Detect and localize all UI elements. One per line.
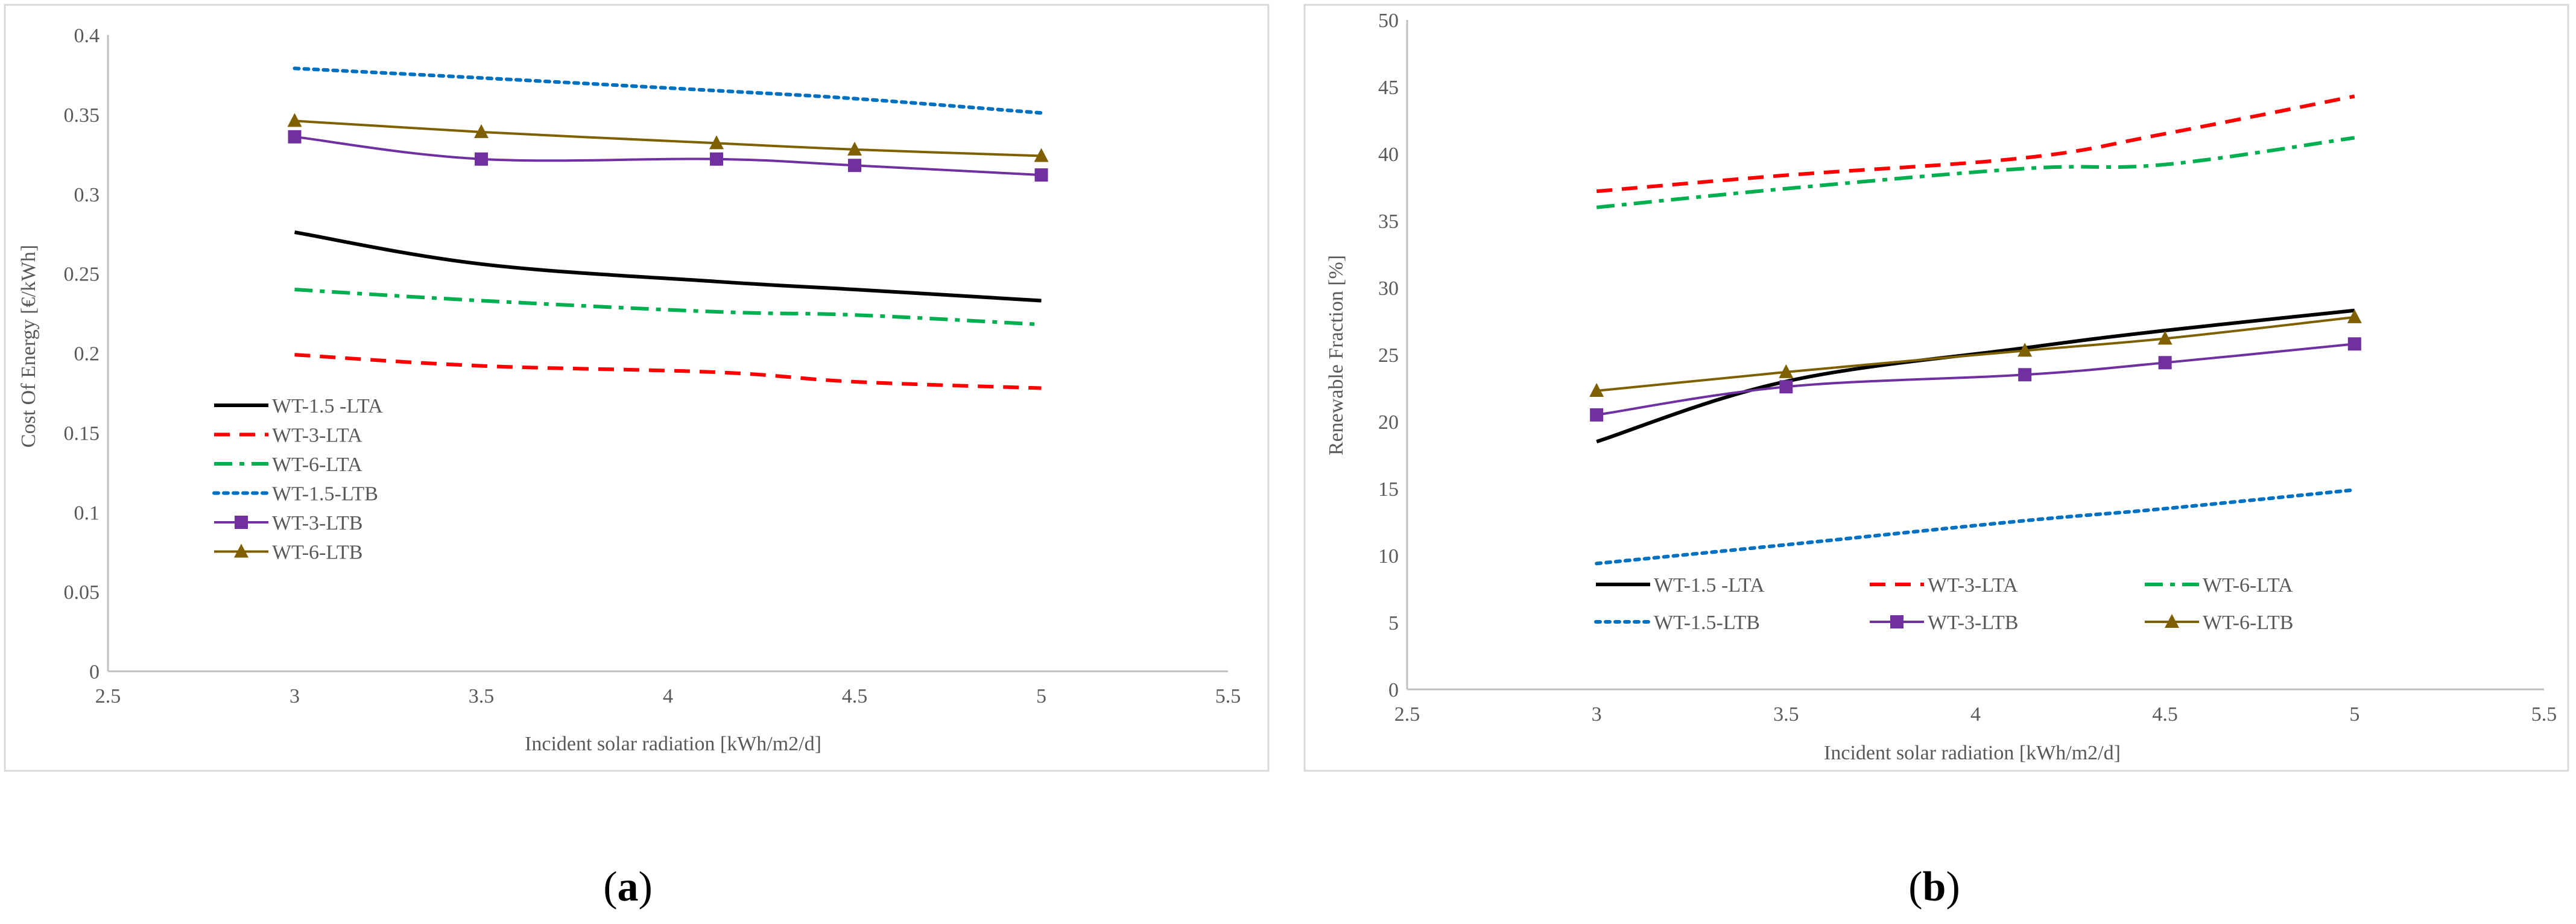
chart-a-point-wt-3-ltb bbox=[848, 159, 861, 172]
chart-b-legend-label-wt-1-5-lta: WT-1.5 -LTA bbox=[1654, 574, 1765, 596]
panel-label-a: (a) bbox=[603, 864, 653, 910]
chart-a-legend-marker-wt-3-ltb bbox=[235, 516, 248, 529]
chart-b-y-tick-label: 20 bbox=[1378, 411, 1399, 434]
chart-b-point-wt-3-ltb bbox=[2018, 368, 2032, 382]
chart-a-x-tick-label: 2.5 bbox=[95, 685, 121, 707]
chart-b-legend-marker-wt-3-ltb bbox=[1890, 615, 1904, 628]
chart-a-y-tick-label: 0.25 bbox=[64, 264, 100, 286]
chart-a-plot: 2.5 3 3.5 4 4.5 5 5.5 0 0.05 0.1 0.15 0.2 0.25 0.3 0.3… bbox=[64, 25, 1241, 707]
chart-a-point-wt-3-ltb bbox=[288, 130, 302, 144]
chart-b-x-tick-label: 4 bbox=[1970, 703, 1981, 726]
chart-b-point-wt-6-ltb bbox=[2017, 343, 2033, 357]
chart-a-series-wt-1-5-lta bbox=[294, 230, 1042, 303]
chart-b-series-wt-6-lta bbox=[1596, 136, 2355, 209]
chart-a-point-wt-6-ltb bbox=[709, 135, 724, 150]
chart-a-x-tick-label: 4.5 bbox=[842, 685, 868, 707]
chart-a-y-tick-label: 0 bbox=[89, 661, 100, 683]
chart-a-legend-label-wt-3-lta: WT-3-LTA bbox=[272, 425, 362, 447]
chart-a-y-tick-label: 0.4 bbox=[74, 25, 100, 47]
chart-a-point-wt-6-ltb bbox=[287, 113, 302, 127]
chart-b-series-wt-1-5-lta bbox=[1596, 308, 2355, 444]
chart-b-legend-label-wt-6-lta: WT-6-LTA bbox=[2203, 574, 2293, 596]
chart-b-y-tick-label: 45 bbox=[1378, 77, 1399, 99]
chart-panel-b: 2.5 3 3.5 4 4.5 5 5.5 0 5 10 15 20 25 30 35 40 45 50 Inci… bbox=[1303, 4, 2569, 772]
chart-a-y-tick-label: 0.15 bbox=[64, 422, 100, 445]
chart-a-y-tick-label: 0.35 bbox=[64, 104, 100, 127]
chart-a-y-tick-label: 0.1 bbox=[74, 502, 100, 524]
chart-a-legend-label-wt-3-ltb: WT-3-LTB bbox=[272, 512, 362, 534]
chart-b-x-tick-label: 4.5 bbox=[2152, 703, 2178, 726]
chart-b-series-wt-3-ltb bbox=[1596, 343, 2355, 416]
chart-b-x-tick-label: 3.5 bbox=[1773, 703, 1799, 726]
chart-b-border bbox=[1303, 4, 2569, 772]
chart-a-point-wt-3-ltb bbox=[1034, 168, 1048, 182]
chart-a-legend-label-wt-1-5-ltb: WT-1.5-LTB bbox=[272, 483, 378, 505]
chart-a-x-tick-label: 4 bbox=[663, 685, 673, 707]
chart-b-point-wt-3-ltb bbox=[1779, 380, 1793, 394]
chart-panel-a: 2.5 3 3.5 4 4.5 5 5.5 0 0.05 0.1 0.15 0.2 0.25 0.3 0.3… bbox=[4, 4, 1270, 772]
chart-a-x-tick-label: 5.5 bbox=[1215, 685, 1241, 707]
chart-b-point-wt-3-ltb bbox=[2347, 337, 2361, 351]
chart-b-y-tick-label: 0 bbox=[1388, 679, 1399, 701]
chart-b-y-tick-label: 35 bbox=[1378, 210, 1399, 233]
chart-b-x-tick-label: 5.5 bbox=[2531, 703, 2557, 726]
chart-a-legend-marker-wt-6-ltb bbox=[234, 543, 248, 558]
chart-a-series-wt-1-5-ltb bbox=[293, 66, 1043, 115]
chart-b-point-wt-3-ltb bbox=[2158, 356, 2172, 370]
chart-a-x-tick-label: 3 bbox=[290, 685, 300, 707]
chart-b-legend-label-wt-6-ltb: WT-6-LTB bbox=[2203, 612, 2293, 634]
chart-a-point-wt-6-ltb bbox=[1034, 148, 1049, 162]
chart-b-legend-label-wt-1-5-ltb: WT-1.5-LTB bbox=[1654, 612, 1760, 634]
chart-a-ylabel: Cost Of Energy [€/kWh] bbox=[17, 245, 40, 448]
chart-a-y-tick-label: 0.3 bbox=[74, 184, 100, 206]
chart-b-legend-label-wt-3-ltb: WT-3-LTB bbox=[1928, 612, 2018, 634]
chart-b-plot: 2.5 3 3.5 4 4.5 5 5.5 0 5 10 15 20 25 30 35 40 45 50 bbox=[1378, 10, 2557, 726]
chart-b-x-tick-label: 5 bbox=[2349, 703, 2359, 726]
chart-a-point-wt-3-ltb bbox=[709, 152, 723, 166]
chart-b-series-wt-6-ltb bbox=[1596, 315, 2355, 392]
chart-b-x-tick-label: 3 bbox=[1592, 703, 1602, 726]
chart-b-legend-label-wt-3-lta: WT-3-LTA bbox=[1928, 574, 2018, 596]
chart-b-y-tick-label: 40 bbox=[1378, 144, 1399, 166]
chart-a-series-wt-3-lta bbox=[294, 353, 1042, 390]
chart-a-series-wt-6-lta bbox=[294, 288, 1042, 327]
chart-b-point-wt-6-ltb bbox=[2157, 331, 2173, 345]
chart-b-xlabel: Incident solar radiation [kWh/m2/d] bbox=[1824, 742, 2121, 764]
chart-b-y-tick-label: 25 bbox=[1378, 344, 1399, 367]
chart-b-x-tick-label: 2.5 bbox=[1394, 703, 1420, 726]
chart-a-xlabel: Incident solar radiation [kWh/m2/d] bbox=[525, 733, 821, 755]
chart-a-legend: WT-1.5 -LTA WT-3-LTA WT-6-LTA WT-1.5-LTB WT-… bbox=[212, 395, 383, 564]
chart-a-legend-label-wt-6-ltb: WT-6-LTB bbox=[272, 542, 362, 564]
chart-a-x-tick-label: 3.5 bbox=[469, 685, 495, 707]
chart-b-point-wt-3-ltb bbox=[1590, 408, 1604, 422]
chart-a-series-wt-6-ltb bbox=[294, 119, 1042, 157]
chart-a-legend-label-wt-6-lta: WT-6-LTA bbox=[272, 454, 362, 476]
chart-a-y-tick-label: 0.05 bbox=[64, 581, 100, 604]
chart-b-y-tick-label: 5 bbox=[1388, 612, 1399, 634]
chart-b-legend: WT-1.5 -LTA WT-3-LTA WT-6-LTA WT-1.5-LTB WT-… bbox=[1594, 574, 2293, 634]
chart-a-series-wt-3-ltb bbox=[294, 135, 1042, 177]
chart-b-y-tick-label: 30 bbox=[1378, 277, 1399, 300]
chart-b-series-wt-3-lta bbox=[1596, 94, 2355, 194]
chart-a-border bbox=[4, 4, 1270, 772]
chart-a-point-wt-3-ltb bbox=[475, 152, 488, 166]
chart-b-legend-marker-wt-6-ltb bbox=[2165, 614, 2179, 628]
chart-a-y-tick-label: 0.2 bbox=[74, 343, 100, 365]
chart-b-y-tick-label: 15 bbox=[1378, 478, 1399, 501]
chart-a-legend-label-wt-1-5-lta: WT-1.5 -LTA bbox=[272, 395, 383, 417]
chart-a-point-wt-6-ltb bbox=[474, 124, 489, 138]
chart-b-ylabel: Renewable Fraction [%] bbox=[1325, 255, 1347, 455]
chart-a-x-tick-label: 5 bbox=[1036, 685, 1046, 707]
chart-a-point-wt-6-ltb bbox=[847, 141, 862, 156]
panel-label-b: (b) bbox=[1908, 864, 1960, 910]
chart-b-point-wt-6-ltb bbox=[1779, 364, 1794, 378]
chart-b-point-wt-6-ltb bbox=[2347, 309, 2362, 323]
chart-b-y-tick-label: 50 bbox=[1378, 10, 1399, 32]
chart-b-series-wt-1-5-ltb bbox=[1595, 488, 2356, 566]
chart-b-point-wt-6-ltb bbox=[1589, 382, 1604, 397]
chart-b-y-tick-label: 10 bbox=[1378, 545, 1399, 568]
